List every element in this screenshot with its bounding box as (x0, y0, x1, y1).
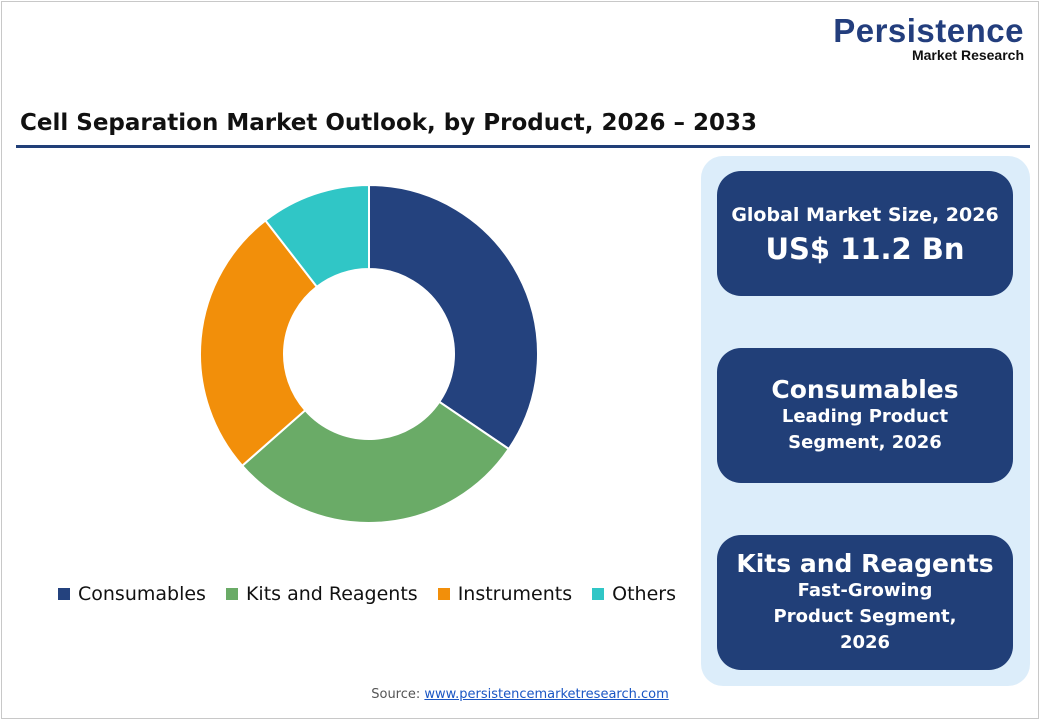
chart-title: Cell Separation Market Outlook, by Produ… (20, 110, 758, 136)
slice-others (264, 183, 370, 289)
legend-item: Consumables (58, 583, 206, 605)
leading-segment-card: Consumables Leading Product Segment, 202… (717, 348, 1013, 483)
legend-label: Consumables (78, 583, 206, 605)
legend-swatch (437, 588, 450, 600)
legend-swatch (225, 588, 238, 600)
fast-growing-label: Fast-Growing Product Segment, 2026 (773, 580, 957, 653)
legend-item: Kits and Reagents (225, 583, 418, 605)
fast-growing-card: Kits and Reagents Fast-Growing Product S… (717, 535, 1013, 670)
market-size-label: Global Market Size, 2026 (731, 203, 999, 226)
legend-label: Others (612, 583, 676, 605)
slice-kits-and-reagents (240, 400, 511, 524)
slice-instruments (199, 219, 319, 468)
legend: Consumables Kits and Reagents Instruments O… (58, 583, 676, 605)
leading-segment-label: Leading Product Segment, 2026 (781, 406, 949, 453)
legend-label: Kits and Reagents (245, 583, 418, 605)
legend-item: Instruments (437, 583, 573, 605)
market-size-card: Global Market Size, 2026 US$ 11.2 Bn (717, 171, 1013, 296)
source-link[interactable]: www.persistencemarketresearch.com (424, 687, 669, 702)
source-label: Source: (371, 687, 421, 702)
title-rule (16, 145, 1030, 148)
donut-chart (199, 183, 539, 524)
slice-consumables (368, 183, 539, 451)
logo-sub: Market Research (911, 47, 1024, 63)
legend-swatch (592, 588, 605, 600)
logo-main: Persistence (833, 12, 1024, 49)
source: Source: www.persistencemarketresearch.co… (0, 687, 1040, 702)
logo: Persistence Market Research (833, 12, 1024, 63)
market-size-value: US$ 11.2 Bn (765, 231, 965, 266)
fast-growing-name: Kits and Reagents (736, 549, 994, 578)
legend-item: Others (592, 583, 676, 605)
leading-segment-name: Consumables (771, 375, 959, 404)
legend-swatch (58, 588, 70, 600)
legend-label: Instruments (457, 583, 573, 605)
